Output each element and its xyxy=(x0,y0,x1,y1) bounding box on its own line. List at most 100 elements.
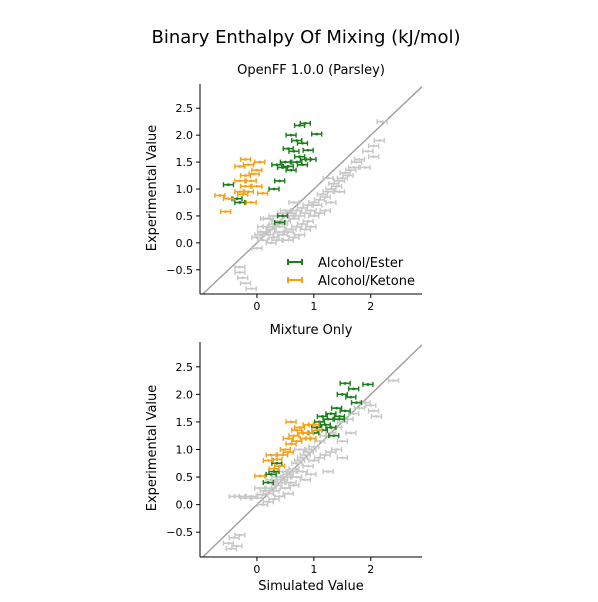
x-tick-label: 2 xyxy=(367,563,374,576)
point-other xyxy=(370,413,383,419)
point-alcohol-ester xyxy=(276,213,289,219)
figure-suptitle: Binary Enthalpy Of Mixing (kJ/mol) xyxy=(152,27,461,48)
point-other xyxy=(319,208,331,214)
point-alcohol-ketone xyxy=(236,191,249,197)
legend-item-alcohol-ester: Alcohol/Ester xyxy=(287,256,404,271)
point-other xyxy=(322,175,334,181)
x-tick-label: 2 xyxy=(367,300,374,313)
point-other xyxy=(296,469,309,475)
point-other xyxy=(234,264,246,270)
point-alcohol-ketone xyxy=(242,162,255,168)
point-other xyxy=(251,245,263,251)
point-alcohol-ester xyxy=(285,167,297,173)
point-alcohol-ester xyxy=(310,131,323,137)
point-other xyxy=(319,194,331,200)
point-other xyxy=(282,491,294,497)
point-other xyxy=(231,543,243,549)
point-other xyxy=(256,224,269,230)
point-other xyxy=(288,199,300,205)
point-other xyxy=(245,286,257,292)
point-other xyxy=(285,226,297,232)
y-tick-label: 1.0 xyxy=(176,183,194,196)
y-tick-label: 2.0 xyxy=(176,388,194,401)
x-tick-label: 1 xyxy=(310,563,317,576)
y-tick-label: 0.5 xyxy=(176,471,194,484)
point-alcohol-ester xyxy=(347,386,360,392)
point-alcohol-ketone xyxy=(245,178,257,184)
point-other xyxy=(256,502,269,508)
point-other xyxy=(273,493,286,499)
point-alcohol-ester xyxy=(325,424,337,430)
point-other xyxy=(367,408,380,414)
point-other xyxy=(276,232,289,238)
point-alcohol-ester xyxy=(302,147,314,153)
point-other xyxy=(310,202,323,208)
point-other xyxy=(296,205,309,211)
point-other xyxy=(367,143,380,149)
point-other xyxy=(271,237,283,243)
panel-top-ylabel: Experimental Value xyxy=(145,125,160,252)
point-other xyxy=(345,167,357,173)
y-tick-label: −0.5 xyxy=(166,264,193,277)
point-alcohol-ester xyxy=(336,391,349,397)
point-alcohol-ester xyxy=(234,199,246,205)
point-alcohol-ketone xyxy=(310,427,323,433)
point-alcohol-ester xyxy=(350,400,363,406)
point-other xyxy=(347,164,360,170)
point-alcohol-ester xyxy=(285,132,297,138)
point-other xyxy=(367,154,380,160)
point-other xyxy=(236,275,249,281)
point-other xyxy=(345,430,357,436)
point-other xyxy=(333,178,346,184)
point-other xyxy=(256,237,269,243)
point-other xyxy=(359,164,371,170)
point-other xyxy=(347,411,360,417)
point-other xyxy=(265,477,277,483)
y-tick-label: 2.5 xyxy=(176,361,194,374)
point-alcohol-ketone xyxy=(293,424,306,430)
point-other xyxy=(342,173,354,179)
point-other xyxy=(308,444,320,450)
point-alcohol-ketone xyxy=(302,422,314,428)
point-alcohol-ketone xyxy=(288,433,300,439)
point-other xyxy=(268,488,280,494)
point-other xyxy=(288,482,300,488)
panel-bottom-plot: 0 1 2 −0.5 0.0 0.5 1.0 1.5 2.0 2.5 xyxy=(166,342,423,576)
point-other xyxy=(305,208,317,214)
point-other xyxy=(302,218,314,224)
point-alcohol-ketone xyxy=(234,178,246,184)
point-alcohol-ester xyxy=(282,163,294,169)
point-alcohol-ketone xyxy=(248,171,260,177)
y-tick-label: 0.5 xyxy=(176,210,194,223)
point-other xyxy=(265,226,277,232)
point-other xyxy=(279,208,292,214)
point-alcohol-ester xyxy=(288,148,300,154)
y-tick-label: −0.5 xyxy=(166,526,193,539)
point-other xyxy=(325,199,337,205)
point-alcohol-ester xyxy=(316,413,329,419)
point-other xyxy=(339,170,351,176)
y-tick-label: 1.5 xyxy=(176,156,194,169)
point-other xyxy=(325,449,337,455)
y-tick-label: 1.0 xyxy=(176,444,194,457)
y-tick-label: 0.0 xyxy=(176,237,194,250)
point-alcohol-ester xyxy=(273,178,286,184)
point-alcohol-ester xyxy=(339,380,351,386)
x-tick-label: 0 xyxy=(253,300,260,313)
point-other xyxy=(222,540,235,546)
point-alcohol-ester xyxy=(273,219,286,225)
point-alcohol-ester xyxy=(222,182,235,188)
y-tick-label: 2.5 xyxy=(176,102,194,115)
point-other xyxy=(282,229,294,235)
point-alcohol-ketone xyxy=(285,419,297,425)
panel-bottom-xlabel: Simulated Value xyxy=(258,579,364,594)
point-alcohol-ketone xyxy=(214,192,226,198)
point-other xyxy=(251,495,263,501)
point-alcohol-ester xyxy=(268,186,280,192)
point-alcohol-ester xyxy=(296,162,309,168)
point-other xyxy=(239,280,252,286)
point-alcohol-ketone xyxy=(265,452,277,458)
point-other xyxy=(305,471,317,477)
point-other xyxy=(322,469,334,475)
point-other xyxy=(333,189,346,195)
